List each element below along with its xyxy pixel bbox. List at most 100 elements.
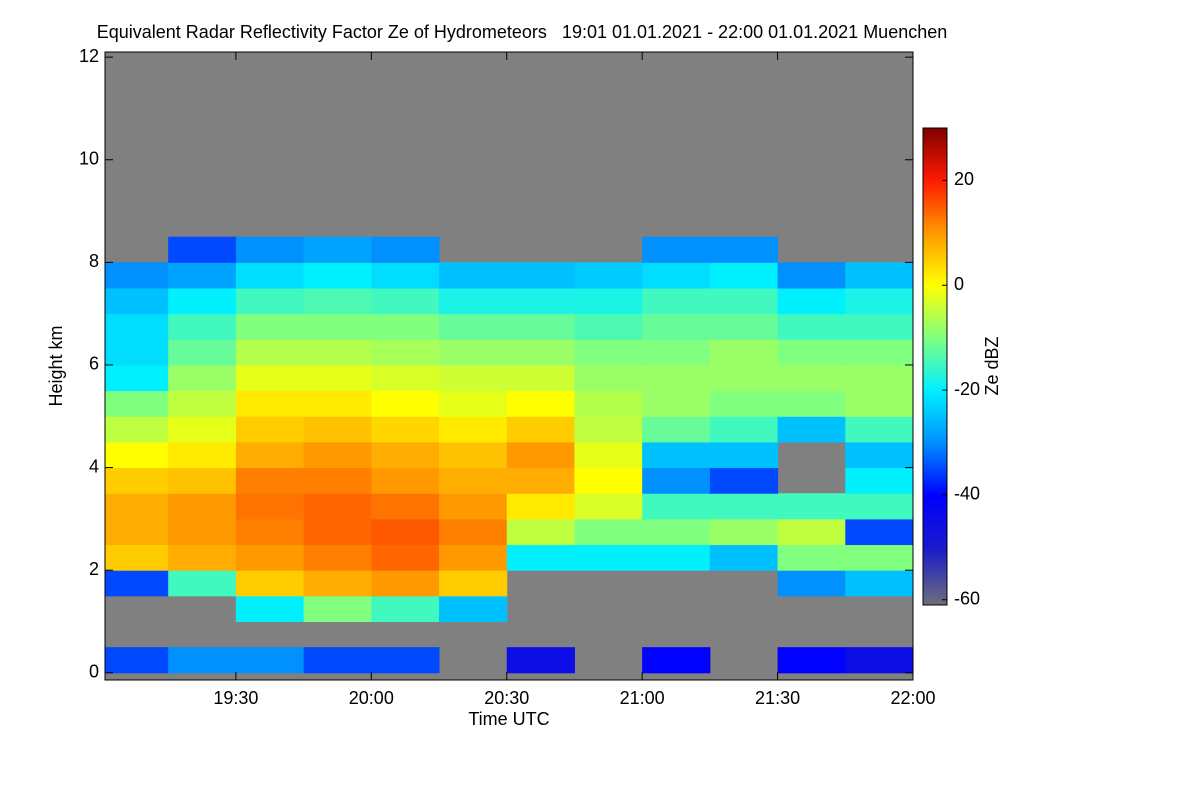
- heatmap-cell: [303, 390, 372, 417]
- heatmap-cell: [105, 518, 169, 546]
- heatmap-cell: [371, 467, 440, 494]
- heatmap-cell: [845, 570, 913, 597]
- colorbar-label: Ze dBZ: [982, 336, 1002, 395]
- x-tick-label: 20:30: [484, 688, 529, 708]
- heatmap-cell: [506, 339, 575, 366]
- heatmap-cell: [845, 647, 913, 674]
- heatmap-cell: [371, 441, 440, 469]
- heatmap-cell: [506, 544, 575, 571]
- colorbar-tick-label: -40: [954, 484, 980, 504]
- heatmap-cell: [642, 544, 711, 571]
- heatmap: [105, 52, 913, 680]
- heatmap-cell: [303, 647, 372, 674]
- y-tick-label: 10: [79, 148, 99, 168]
- heatmap-cell: [777, 518, 846, 546]
- heatmap-cell: [168, 262, 237, 289]
- heatmap-cell: [845, 544, 913, 571]
- heatmap-cell: [168, 570, 237, 597]
- heatmap-cell: [845, 313, 913, 340]
- heatmap-cell: [574, 518, 643, 546]
- heatmap-cell: [506, 467, 575, 494]
- heatmap-cell: [235, 647, 305, 674]
- heatmap-cell: [709, 236, 779, 263]
- heatmap-cell: [574, 467, 643, 494]
- heatmap-cell: [105, 544, 169, 571]
- heatmap-cell: [506, 364, 575, 392]
- heatmap-cell: [371, 493, 440, 520]
- heatmap-cell: [303, 262, 372, 289]
- heatmap-cell: [709, 493, 779, 520]
- heatmap-cell: [845, 339, 913, 366]
- heatmap-cell: [506, 390, 575, 417]
- colorbar-tick-label: -60: [954, 589, 980, 609]
- colorbar-tick-label: 0: [954, 274, 964, 294]
- heatmap-cell: [777, 262, 846, 289]
- colorbar-tick-label: -20: [954, 379, 980, 399]
- heatmap-cell: [506, 518, 575, 546]
- heatmap-cell: [777, 570, 846, 597]
- heatmap-cell: [168, 467, 237, 494]
- heatmap-cell: [105, 647, 169, 674]
- heatmap-cell: [642, 441, 711, 469]
- heatmap-cell: [709, 313, 779, 340]
- heatmap-cell: [303, 570, 372, 597]
- heatmap-cell: [303, 467, 372, 494]
- heatmap-cell: [439, 364, 508, 392]
- heatmap-cell: [439, 313, 508, 340]
- x-tick-label: 22:00: [890, 688, 935, 708]
- heatmap-cell: [439, 339, 508, 366]
- heatmap-cell: [574, 544, 643, 571]
- heatmap-cell: [235, 262, 305, 289]
- heatmap-cell: [235, 339, 305, 366]
- heatmap-cell: [235, 595, 305, 623]
- x-axis-label: Time UTC: [468, 709, 549, 729]
- heatmap-cell: [642, 288, 711, 315]
- heatmap-cell: [303, 518, 372, 546]
- heatmap-cell: [777, 313, 846, 340]
- colorbar-tick-label: 20: [954, 169, 974, 189]
- heatmap-cell: [235, 467, 305, 494]
- heatmap-cell: [371, 544, 440, 571]
- x-tick-label: 19:30: [213, 688, 258, 708]
- heatmap-cell: [439, 595, 508, 623]
- heatmap-cell: [709, 262, 779, 289]
- heatmap-cell: [439, 390, 508, 417]
- heatmap-cell: [506, 262, 575, 289]
- heatmap-cell: [642, 390, 711, 417]
- heatmap-cell: [303, 416, 372, 443]
- heatmap-cell: [371, 570, 440, 597]
- y-tick-label: 6: [89, 354, 99, 374]
- heatmap-cell: [642, 493, 711, 520]
- heatmap-cell: [574, 339, 643, 366]
- heatmap-cell: [439, 262, 508, 289]
- heatmap-cell: [845, 441, 913, 469]
- heatmap-cell: [105, 467, 169, 494]
- heatmap-cell: [439, 570, 508, 597]
- heatmap-cell: [574, 416, 643, 443]
- heatmap-cell: [303, 441, 372, 469]
- heatmap-cell: [777, 416, 846, 443]
- heatmap-cell: [777, 288, 846, 315]
- heatmap-cell: [303, 595, 372, 623]
- heatmap-cell: [506, 313, 575, 340]
- x-tick-label: 20:00: [349, 688, 394, 708]
- heatmap-cell: [709, 518, 779, 546]
- heatmap-cell: [506, 441, 575, 469]
- heatmap-cell: [105, 416, 169, 443]
- heatmap-cell: [439, 441, 508, 469]
- heatmap-cell: [506, 493, 575, 520]
- heatmap-cell: [235, 288, 305, 315]
- heatmap-cell: [845, 493, 913, 520]
- heatmap-cell: [168, 288, 237, 315]
- heatmap-cell: [506, 416, 575, 443]
- heatmap-cell: [845, 390, 913, 417]
- heatmap-cell: [845, 364, 913, 392]
- heatmap-cell: [777, 390, 846, 417]
- heatmap-cell: [845, 416, 913, 443]
- heatmap-cell: [105, 570, 169, 597]
- heatmap-cell: [642, 518, 711, 546]
- heatmap-cell: [642, 236, 711, 263]
- heatmap-cell: [439, 544, 508, 571]
- axes: 0 2 4 6 8 10 12 19:30 20:00 20:30 21:00 21:30 22:00 -…: [79, 46, 980, 708]
- heatmap-cell: [709, 544, 779, 571]
